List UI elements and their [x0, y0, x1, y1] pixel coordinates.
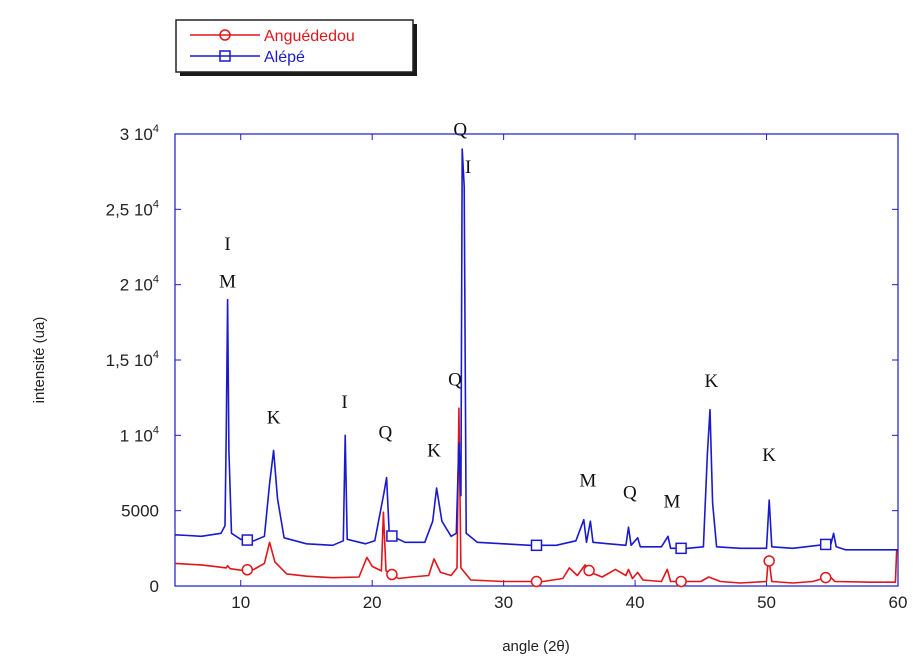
peak-label: Q	[378, 422, 392, 443]
series-layer	[174, 148, 898, 584]
data-marker-circle	[530, 575, 543, 588]
series-line-anguededou	[174, 407, 898, 584]
y-tick-label: 2 104	[120, 274, 159, 295]
legend-marker-square-icon	[219, 50, 231, 62]
y-tick-label: 5000	[121, 502, 159, 521]
y-tick-label: 0	[150, 577, 159, 596]
peak-label: K	[704, 371, 718, 392]
y-tick-label: 2,5 104	[106, 198, 159, 219]
data-marker-circle	[763, 555, 775, 567]
legend: Anguédedou Alépé	[175, 19, 417, 76]
peak-label: Q	[448, 370, 462, 391]
legend-entry-alepe: Alépé	[190, 49, 305, 66]
legend-label-alepe: Alépé	[264, 49, 305, 66]
legend-label-anguededou: Anguédedou	[264, 28, 355, 45]
peak-label: M	[219, 272, 236, 293]
x-tick-label: 20	[363, 593, 382, 612]
peak-label: K	[427, 440, 441, 461]
y-tick-label: 1,5 104	[106, 349, 159, 370]
data-marker-square	[819, 538, 832, 551]
series-line-alepe	[174, 148, 898, 551]
y-tick-label: 1 104	[120, 424, 159, 445]
peak-label: K	[762, 445, 776, 466]
x-tick-label: 40	[626, 593, 645, 612]
data-marker-square	[241, 534, 254, 546]
x-axis-title: angle (2θ)	[502, 638, 570, 655]
y-tick-label: 3 104	[120, 123, 159, 144]
y-axis-title: intensité (ua)	[31, 317, 48, 404]
data-marker-square	[675, 542, 687, 555]
peak-label: I	[341, 392, 347, 413]
data-marker-square	[386, 530, 398, 542]
axis-ticks	[175, 133, 899, 587]
peak-label: I	[224, 234, 230, 255]
marker-layer	[241, 530, 832, 588]
legend-entry-anguededou: Anguédedou	[190, 28, 355, 45]
data-marker-circle	[675, 575, 687, 588]
peak-label: Q	[453, 120, 467, 141]
peak-label: Q	[623, 483, 637, 504]
data-marker-circle	[819, 571, 832, 584]
x-tick-label: 60	[889, 593, 908, 612]
plot-area	[174, 133, 899, 587]
peak-label: M	[579, 471, 596, 492]
data-marker-circle	[386, 568, 398, 581]
legend-box	[175, 19, 414, 73]
data-marker-circle	[241, 564, 254, 576]
data-marker-circle	[583, 564, 595, 577]
x-tick-label: 50	[757, 593, 776, 612]
data-marker-square	[530, 539, 543, 552]
x-tick-label: 10	[231, 593, 250, 612]
x-tick-label: 30	[494, 593, 513, 612]
peak-label: K	[267, 407, 281, 428]
peak-label: M	[663, 492, 680, 513]
peak-label: I	[465, 157, 471, 178]
tick-labels: 10 20 30 40 50 60 0 5000 1 104 1,5 104 2 104 2,5 10…	[106, 123, 908, 612]
legend-marker-circle-icon	[219, 29, 231, 41]
